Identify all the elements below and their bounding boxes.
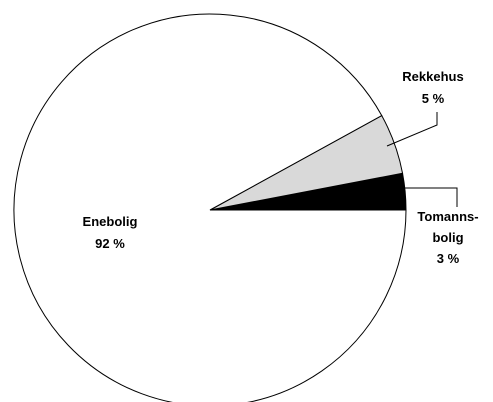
label-tomannsbolig-line2: bolig <box>432 230 463 245</box>
slice-enebolig <box>13 13 407 402</box>
value-enebolig: 92 % <box>95 236 125 251</box>
label-enebolig: Enebolig <box>83 214 138 229</box>
value-rekkehus: 5 % <box>422 91 445 106</box>
value-tomannsbolig: 3 % <box>437 251 460 266</box>
leader-line-tomannsbolig <box>396 187 458 207</box>
leader-line-rekkehus <box>386 112 438 147</box>
pie-slices <box>13 13 407 402</box>
label-rekkehus: Rekkehus <box>402 69 463 84</box>
label-tomannsbolig-line1: Tomanns- <box>417 209 478 224</box>
